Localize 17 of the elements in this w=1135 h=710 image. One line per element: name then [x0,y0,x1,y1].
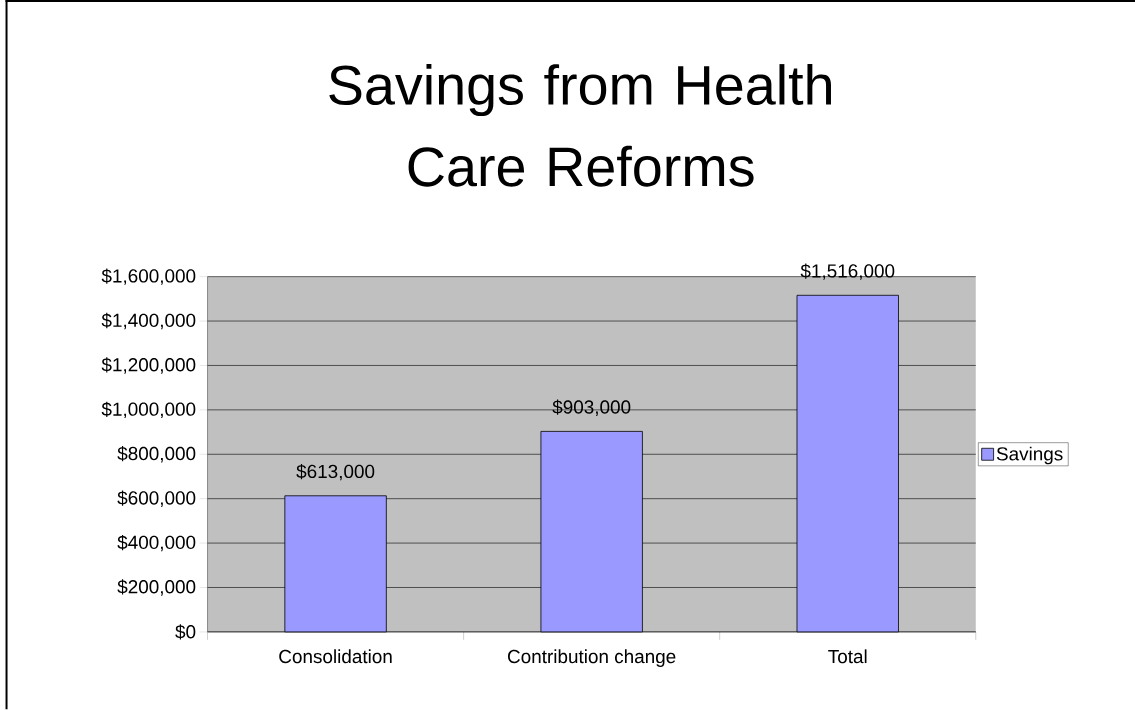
x-tick-label: Consolidation [279,649,392,664]
legend-label: Savings [996,446,1063,465]
data-label: $1,516,000 [800,263,895,281]
y-tick-label: $600,000 [117,490,196,508]
y-tick-label: $200,000 [117,579,196,596]
y-tick-label: $1,400,000 [101,313,196,330]
chart-title: Savings from Health Care Reforms [329,64,831,187]
data-label: $613,000 [296,464,375,481]
x-tick-label: Contribution change [508,649,676,668]
y-tick-label: $1,600,000 [101,268,196,286]
y-tick-label: $0 [175,624,196,640]
data-label: $903,000 [552,399,631,417]
y-tick-label: $1,000,000 [101,401,196,419]
y-tick-label: $800,000 [117,446,196,463]
y-tick-label: $400,000 [117,535,196,552]
y-tick-label: $1,200,000 [101,357,196,374]
x-tick-label: Total [828,649,867,664]
